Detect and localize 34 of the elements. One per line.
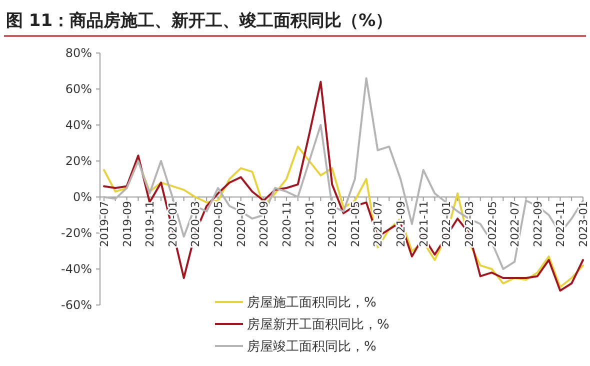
y-tick-label: 80% [65, 46, 92, 60]
x-tick-label: 2020-07 [234, 201, 248, 247]
x-tick-label: 2019-09 [120, 201, 134, 247]
x-tick-label: 2022-05 [486, 201, 499, 247]
x-tick-label: 2021-09 [394, 201, 408, 247]
x-tick-label: 2020-05 [212, 201, 226, 247]
x-tick-label: 2020-11 [280, 201, 294, 247]
y-tick-label: 60% [65, 82, 92, 96]
x-tick-label: 2020-01 [166, 201, 180, 247]
x-tick-label: 2022-09 [531, 201, 544, 247]
legend-label: 房屋竣工面积同比，% [247, 338, 376, 355]
x-tick-label: 2021-03 [326, 201, 340, 247]
x-tick-label: 2021-01 [303, 201, 316, 247]
y-tick-label: 20% [65, 154, 92, 168]
y-tick-label: 40% [65, 118, 92, 132]
x-tick-label: 2020-09 [258, 201, 271, 247]
x-tick-label: 2021-11 [417, 201, 430, 247]
y-tick-label: 0% [72, 190, 92, 204]
x-tick-label: 2021-07 [372, 201, 385, 247]
x-tick-label: 2019-11 [144, 201, 157, 247]
x-tick-label: 2023-01 [577, 201, 590, 247]
x-tick-label: 2022-07 [508, 201, 522, 247]
x-tick-label: 2022-01 [440, 201, 454, 247]
legend-label: 房屋施工面积同比，% [247, 294, 376, 311]
y-tick-label: -40% [60, 262, 92, 276]
legend-label: 房屋新开工面积同比，% [247, 316, 390, 333]
x-tick-label: 2021-05 [348, 201, 362, 247]
chart-title: 图 11：商品房施工、新开工、竣工面积同比（%） [6, 11, 393, 31]
y-tick-label: -60% [60, 298, 92, 312]
x-tick-label: 2022-11 [554, 201, 568, 247]
y-tick-label: -20% [60, 226, 92, 240]
x-tick-label: 2020-03 [189, 201, 202, 247]
x-tick-label: 2022-03 [462, 201, 476, 247]
x-tick-label: 2019-07 [98, 201, 111, 247]
